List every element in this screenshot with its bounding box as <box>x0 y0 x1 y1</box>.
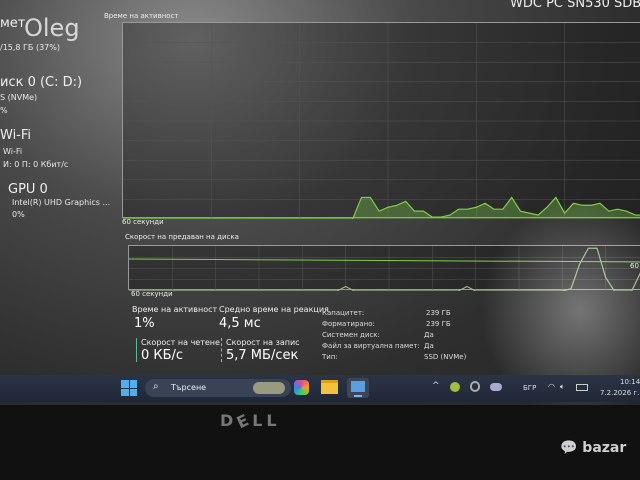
file-explorer-icon[interactable] <box>321 380 338 394</box>
property-value: SSD (NVMe) <box>424 353 467 361</box>
language-indicator[interactable]: БГР <box>523 384 537 392</box>
device-name: WDC PC SN530 SDBPM <box>510 0 640 11</box>
property-label: Файл за виртуална памет: <box>322 342 420 350</box>
response-time-label: Средно време на реакция <box>219 305 329 314</box>
read-speed-value: 0 КБ/с <box>141 348 184 363</box>
gpu-name: Intel(R) UHD Graphics ... <box>12 198 111 207</box>
sidebar-item-gpu[interactable]: GPU 0 <box>8 182 48 197</box>
taskbar: ⌕ Търсене ^ БГР ◠ 🔈︎ 10:14 7.2.2026 г. <box>0 375 640 402</box>
start-button[interactable] <box>121 380 137 396</box>
response-time-value: 4,5 мс <box>219 316 261 331</box>
battery-icon[interactable] <box>576 384 588 391</box>
active-indicator <box>354 395 362 397</box>
clock-date[interactable]: 7.2.2026 г. <box>600 389 640 397</box>
sidebar-item-disk[interactable]: иск 0 (C: D:) <box>0 75 83 90</box>
transfer-chart-label: Скорост на предаван на диска <box>125 233 239 241</box>
dell-logo: DELL <box>220 408 281 433</box>
property-label: Тип: <box>322 353 338 361</box>
transfer-scale-label: 60 <box>630 262 639 270</box>
property-label: Форматирано: <box>322 320 375 328</box>
search-box[interactable]: ⌕ Търсене <box>145 379 291 397</box>
activity-chart-svg <box>123 23 640 219</box>
screen: мет Oleg /15,8 ГБ (37%) иск 0 (C: D:) S … <box>0 0 640 405</box>
gpu-usage: 0% <box>12 210 25 219</box>
transfer-chart <box>128 245 640 291</box>
task-manager-icon <box>351 381 365 392</box>
task-manager-taskbar-button[interactable] <box>347 378 369 398</box>
cloud-icon[interactable] <box>490 383 502 391</box>
property-value: Да <box>424 331 434 339</box>
write-indicator <box>221 338 222 362</box>
overlay-text: Oleg <box>24 14 80 42</box>
memory-detail: /15,8 ГБ (37%) <box>0 43 60 52</box>
volume-icon[interactable]: 🔈︎ <box>560 382 565 391</box>
property-value: 239 ГБ <box>426 309 451 317</box>
glare <box>480 200 640 405</box>
clock-time[interactable]: 10:14 <box>620 378 640 386</box>
wifi-icon[interactable]: ◠ <box>548 382 555 391</box>
search-placeholder: Търсене <box>171 383 207 392</box>
write-speed-value: 5,7 МБ/сек <box>226 348 299 363</box>
sidebar-item-wifi[interactable]: Wi-Fi <box>0 128 32 143</box>
activity-chart-label: Време на активност <box>104 12 179 20</box>
wifi-name: Wi-Fi <box>3 147 23 156</box>
property-label: Системен диск: <box>322 331 380 339</box>
search-icon: ⌕ <box>153 381 159 392</box>
sync-icon[interactable] <box>470 381 480 392</box>
active-time-label: Време на активност <box>132 305 218 314</box>
sidebar-item-memory[interactable]: мет <box>0 16 26 31</box>
activity-time-label: 60 секунди <box>122 218 164 226</box>
active-time-value: 1% <box>134 316 155 331</box>
speed-reference-line <box>129 258 640 263</box>
search-highlight-image <box>253 382 285 394</box>
read-speed-label: Скорост на четене <box>141 338 220 347</box>
transfer-time-label: 60 секунди <box>131 290 173 298</box>
activity-chart <box>122 22 640 219</box>
tray-overflow-icon[interactable]: ^ <box>432 381 440 391</box>
series-area <box>123 197 640 219</box>
copilot-icon[interactable] <box>294 380 309 395</box>
property-label: Капацитет: <box>322 309 365 317</box>
disk-type: S (NVMe) <box>0 93 38 102</box>
wifi-speed: И: 0 П: 0 Кбит/с <box>3 160 69 169</box>
disk-usage: % <box>0 106 8 115</box>
bazar-watermark: 💬 bazar <box>560 440 627 456</box>
property-value: Да <box>424 342 434 350</box>
property-value: 239 ГБ <box>426 320 451 328</box>
write-speed-label: Скорост на запис <box>226 338 300 347</box>
tray-app-icon[interactable] <box>450 382 460 392</box>
transfer-chart-svg <box>129 246 640 291</box>
read-indicator <box>136 338 137 362</box>
